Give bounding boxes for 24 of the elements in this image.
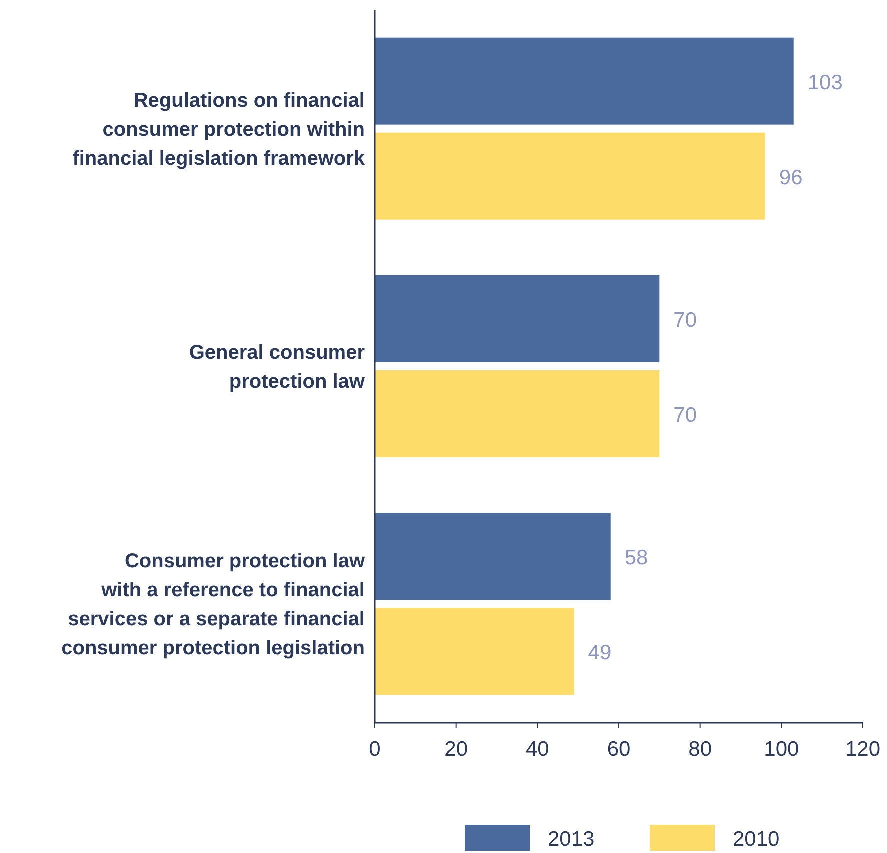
data-label: 70: [674, 309, 698, 332]
legend-label: 2013: [548, 828, 595, 851]
data-label: 58: [624, 546, 648, 570]
y-tick-label: Consumer protection law with a reference to financial services or a separate financial consumer protection legislation: [62, 550, 366, 660]
data-label: 96: [779, 166, 803, 190]
x-tick-label: 100: [764, 738, 800, 761]
data-label: 103: [808, 71, 843, 94]
bar: [375, 370, 660, 458]
y-tick-label: Regulations on financial consumer protection within financial legislation framework: [72, 90, 366, 170]
x-tick-label: 40: [526, 738, 550, 761]
x-tick-label: 60: [607, 738, 631, 761]
data-label: 70: [674, 404, 698, 427]
bar: [375, 38, 794, 125]
bar: [375, 513, 611, 600]
x-tick-label: 20: [444, 738, 468, 761]
bar: [375, 276, 660, 362]
x-tick-label: 0: [369, 738, 381, 761]
x-tick-label: 80: [688, 738, 712, 761]
data-label: 49: [588, 642, 612, 665]
bar: [375, 608, 574, 696]
x-tick-label: 120: [845, 738, 881, 761]
y-tick-label: General consumer protection law: [189, 342, 366, 393]
bar: [375, 132, 766, 220]
legend-label: 2010: [733, 828, 780, 851]
